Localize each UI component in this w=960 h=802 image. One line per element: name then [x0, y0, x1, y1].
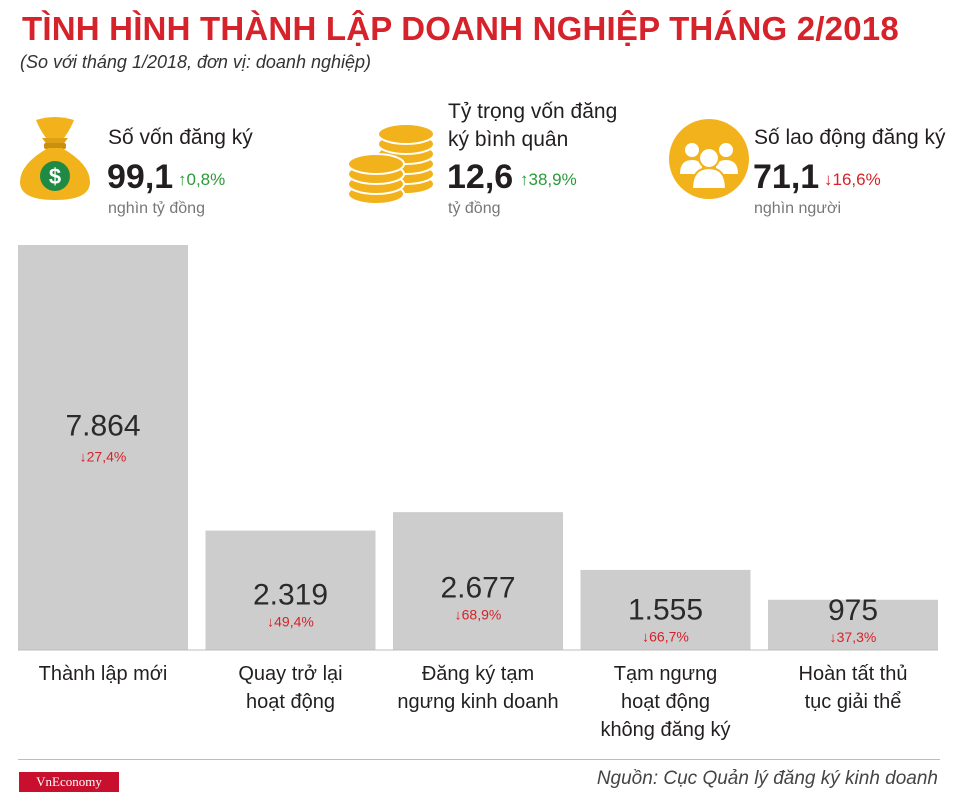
kpi-capital-value: 99,1	[107, 158, 174, 196]
bar-value-label: 7.864	[65, 409, 140, 442]
svg-text:$: $	[49, 164, 61, 189]
kpi-avg-capital-change: ↑38,9%	[520, 170, 577, 190]
kpi-capital-change: ↑0,8%	[178, 170, 225, 190]
page-title: TÌNH HÌNH THÀNH LẬP DOANH NGHIỆP THÁNG 2…	[22, 10, 899, 47]
category-label: Tạm ngưng	[614, 663, 717, 685]
bar-change-label: ↓27,4%	[80, 448, 127, 464]
source-note: Nguồn: Cục Quản lý đăng ký kinh doanh	[596, 768, 938, 789]
category-label: Quay trở lại	[238, 663, 342, 685]
category-label: Thành lập mới	[39, 663, 168, 685]
kpi-capital-change-value: 0,8%	[186, 170, 226, 189]
money-bag-icon: $	[20, 117, 90, 200]
brand-logo: VnEconomy	[19, 772, 119, 792]
bar-change-label: ↓37,3%	[830, 629, 877, 645]
bar-value-label: 2.677	[440, 572, 515, 605]
kpi-labor-value: 71,1	[753, 158, 820, 196]
kpi-capital-label: Số vốn đăng ký	[108, 126, 253, 149]
bar-value-label: 1.555	[628, 594, 703, 627]
arrow-down-icon: ↓	[824, 170, 833, 189]
category-label: ngưng kinh doanh	[397, 691, 558, 713]
bar-5	[768, 599, 938, 650]
category-label: Hoàn tất thủ	[799, 663, 908, 685]
arrow-up-icon: ↑	[178, 170, 187, 189]
bar-2	[205, 530, 376, 650]
kpi-capital-unit: nghìn tỷ đồng	[108, 200, 205, 217]
arrow-up-icon: ↑	[520, 170, 529, 189]
bar-change-label: ↓66,7%	[642, 629, 689, 645]
bar-change-label: ↓68,9%	[455, 607, 502, 623]
kpi-avg-capital-value: 12,6	[447, 158, 514, 196]
kpi-avg-capital-change-value: 38,9%	[528, 170, 577, 189]
kpi-avg-capital-label-line-1: Tỷ trọng vốn đăng	[448, 100, 618, 123]
bar-value-label: 975	[828, 594, 878, 627]
category-label: hoạt động	[246, 691, 335, 713]
footer-divider	[18, 759, 940, 760]
bar-3	[393, 512, 563, 650]
kpi-avg-capital-label-line-2: ký bình quân	[448, 128, 569, 151]
bar-4	[580, 569, 751, 650]
kpi-avg-capital-label: Tỷ trọng vốn đăng ký bình quân	[448, 98, 617, 154]
kpi-labor-change-value: 16,6%	[832, 170, 881, 189]
category-label: tục giải thể	[805, 691, 902, 713]
kpi-labor-label: Số lao động đăng ký	[754, 126, 946, 149]
category-label: Đăng ký tạm	[422, 663, 534, 685]
kpi-labor-unit: nghìn người	[754, 200, 842, 217]
bar-change-label: ↓49,4%	[267, 614, 314, 630]
kpi-avg-capital-unit: tỷ đồng	[448, 200, 501, 217]
category-label: không đăng ký	[600, 719, 730, 741]
page-subtitle: (So với tháng 1/2018, đơn vị: doanh nghi…	[20, 52, 371, 72]
bar-1	[18, 245, 188, 650]
coin-stack-icon	[347, 123, 435, 205]
kpi-labor-change: ↓16,6%	[824, 170, 881, 190]
bar-value-label: 2.319	[253, 579, 328, 612]
people-icon	[669, 119, 749, 199]
category-label: hoạt động	[621, 691, 710, 713]
